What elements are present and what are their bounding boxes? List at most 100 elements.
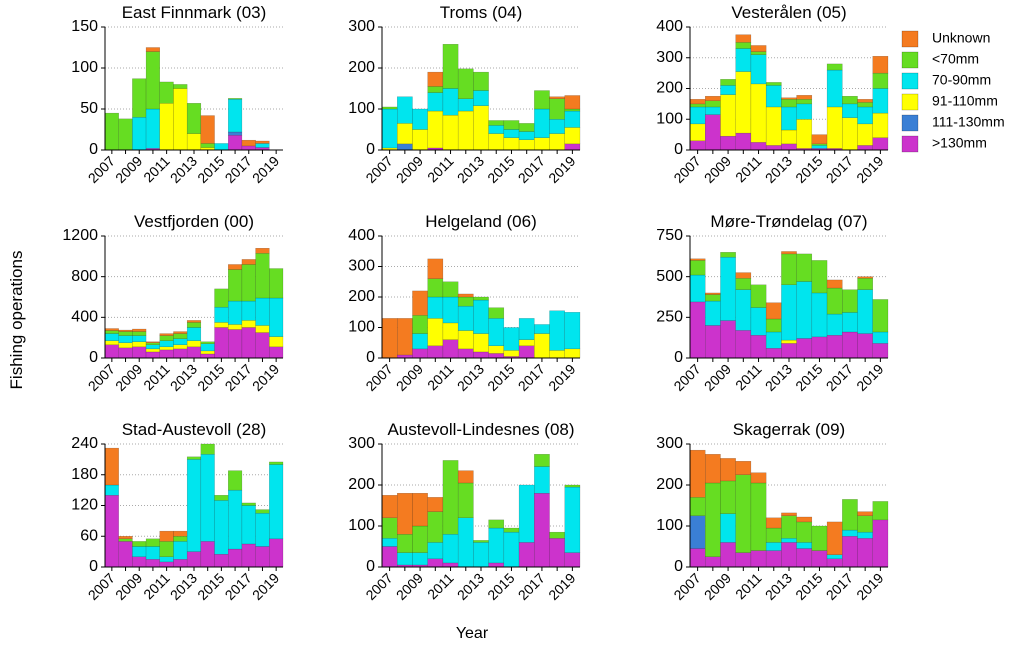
bar-segment	[564, 143, 581, 151]
bar-segment	[118, 335, 133, 343]
bar-segment	[781, 512, 797, 516]
bar-segment	[269, 268, 284, 299]
bar-segment	[473, 296, 489, 301]
bar-segment	[457, 293, 474, 298]
bar-segment	[842, 312, 858, 333]
bar-segment	[381, 318, 398, 359]
bar-segment	[765, 85, 782, 108]
bar-segment	[750, 472, 767, 484]
bar-segment	[689, 449, 706, 498]
bar-segment	[534, 108, 550, 138]
bar-segment	[872, 137, 889, 151]
bar-segment	[159, 335, 174, 341]
bar-segment	[228, 470, 243, 491]
bar-segment	[269, 538, 284, 568]
bar-segment	[228, 548, 243, 568]
bar-segment	[781, 343, 797, 359]
x-tick-label: 2015	[792, 361, 825, 394]
bar-segment	[872, 519, 889, 568]
y-tick-label: 0	[674, 349, 683, 366]
bar-segment	[159, 541, 174, 557]
bar-segment	[173, 338, 188, 345]
bar-segment	[781, 106, 797, 131]
x-tick-label: 2013	[762, 361, 795, 394]
bar-segment	[145, 559, 160, 568]
bar-segment	[750, 284, 767, 308]
legend-swatch	[901, 135, 919, 153]
bar-segment	[173, 541, 188, 560]
bar-segment	[228, 98, 243, 100]
x-tick-label: 2009	[112, 361, 145, 394]
x-tick-label: 2013	[762, 153, 795, 186]
bar-segment	[518, 318, 535, 340]
bar-segment	[200, 454, 215, 542]
x-tick-label: 2013	[454, 570, 487, 603]
x-tick-label: 2009	[393, 361, 426, 394]
bar-segment	[689, 497, 706, 516]
bar-segment	[826, 63, 843, 71]
bar-segment	[427, 278, 444, 298]
bar-segment	[241, 502, 256, 506]
bar-segment	[381, 106, 398, 110]
x-tick-label: 2015	[194, 570, 227, 603]
bar-segment	[534, 90, 550, 110]
bar-segment	[132, 341, 147, 348]
bar-segment	[705, 454, 721, 484]
bar-segment	[705, 482, 721, 557]
bar-segment	[442, 322, 459, 340]
bar-segment	[857, 333, 873, 359]
bar-segment	[457, 517, 474, 568]
bar-segment	[269, 461, 284, 465]
y-tick-label: 200	[656, 80, 683, 97]
bar-segment	[781, 515, 797, 539]
bar-segment	[118, 331, 133, 336]
bar-segment	[214, 306, 229, 323]
bar-segment	[720, 79, 736, 86]
bar-segment	[104, 447, 119, 486]
bar-segment	[750, 83, 767, 143]
bar-segment	[118, 541, 133, 568]
x-tick-label: 2015	[484, 153, 517, 186]
x-tick-label: 2009	[393, 570, 426, 603]
bar-segment	[412, 315, 428, 334]
bar-segment	[104, 495, 119, 568]
bar-segment	[381, 538, 398, 547]
bar-segment	[735, 34, 752, 43]
bar-segment	[735, 461, 752, 475]
panel-title: Helgeland (06)	[425, 212, 537, 231]
y-tick-label: 240	[71, 435, 98, 452]
bar-segment	[104, 112, 119, 151]
bar-segment	[872, 331, 889, 344]
bar-segment	[811, 550, 828, 568]
panel: 01002003002007200920112013201520172019Tr…	[348, 3, 581, 186]
bar-segment	[412, 552, 428, 566]
bar-segment	[857, 106, 873, 125]
bar-segment	[720, 252, 736, 258]
bar-segment	[705, 106, 721, 115]
bar-segment	[255, 253, 270, 299]
legend-swatch	[901, 30, 919, 48]
bar-segment	[214, 495, 229, 501]
bar-segment	[689, 106, 706, 125]
bar-segment	[705, 95, 721, 101]
bar-segment	[173, 530, 188, 537]
bar-segment	[488, 527, 505, 564]
y-tick-label: 0	[674, 558, 683, 575]
bar-segment	[269, 346, 284, 359]
bar-segment	[857, 145, 873, 151]
bar-segment	[720, 85, 736, 95]
bar-segment	[549, 310, 565, 351]
bar-segment	[826, 287, 843, 315]
x-tick-label: 2011	[424, 153, 457, 186]
bar-segment	[118, 342, 133, 349]
bar-segment	[842, 289, 858, 313]
bar-segment	[857, 99, 873, 103]
bar-segment	[255, 546, 270, 568]
bar-segment	[689, 548, 706, 568]
bar-segment	[241, 505, 256, 545]
bar-segment	[173, 344, 188, 350]
bar-segment	[564, 312, 581, 350]
bar-segment	[796, 338, 813, 359]
x-tick-label: 2019	[853, 361, 886, 394]
bar-segment	[145, 538, 160, 547]
